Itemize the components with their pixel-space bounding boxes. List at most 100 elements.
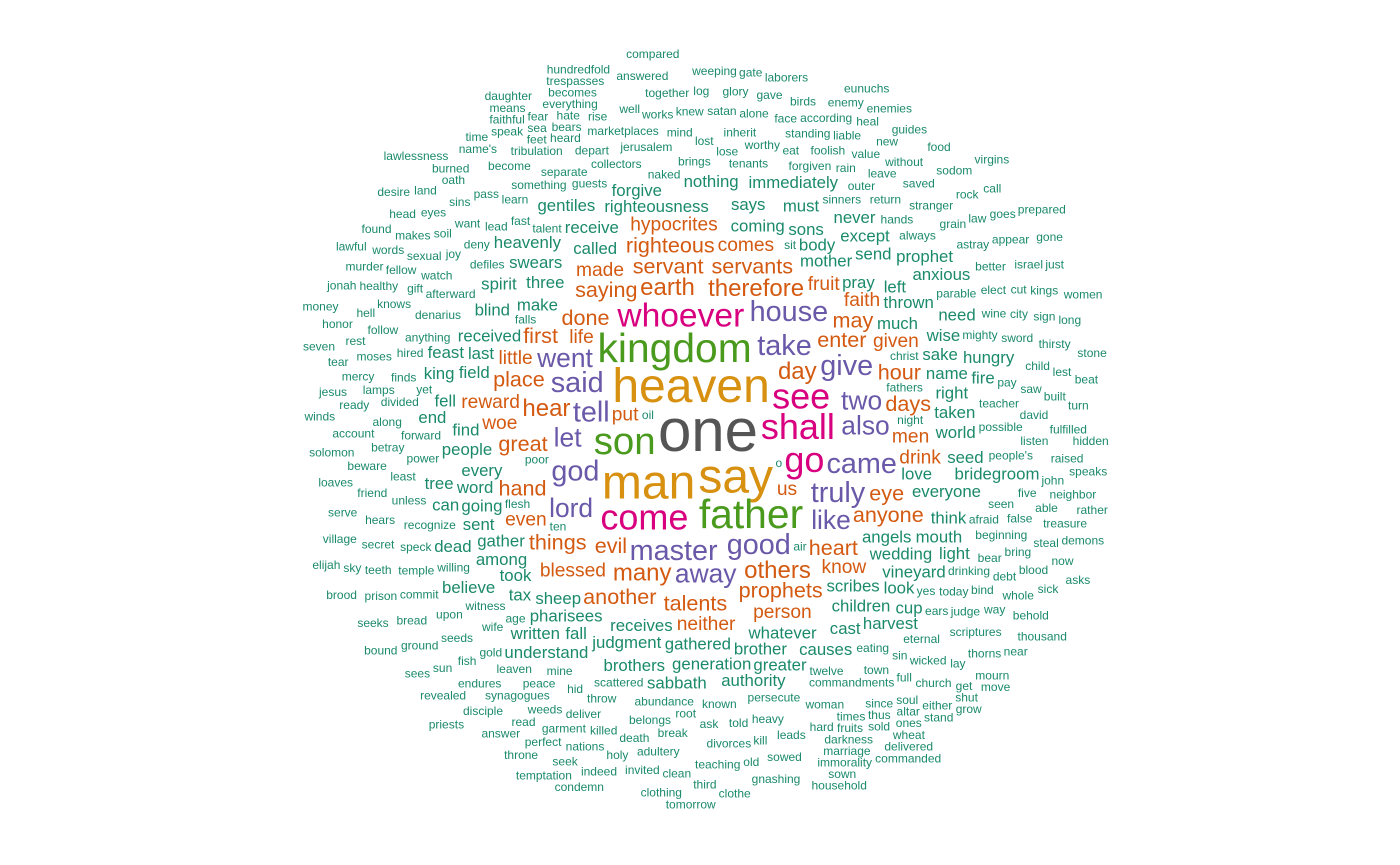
word-grow: grow [956,702,982,716]
word-never: never [834,208,876,227]
word-friend: friend [357,486,387,500]
word-tell: tell [573,397,610,429]
word-sold: sold [868,720,890,734]
word-need: need [938,305,975,324]
word-hypocrites: hypocrites [630,215,717,236]
word-coming: coming [731,217,785,236]
word-makes: makes [395,228,430,242]
word-synagogues: synagogues [485,688,550,702]
word-talents: talents [664,591,728,616]
word-eat: eat [782,143,799,157]
word-willing: willing [436,561,470,575]
word-let: let [554,423,583,453]
word-brother: brother [734,639,788,658]
word-behold: behold [1013,609,1049,623]
word-burned: burned [432,162,469,176]
word-fruit: fruit [808,274,841,295]
word-pharisees: pharisees [530,606,603,625]
word-hate: hate [557,108,581,122]
word-ask: ask [700,717,720,731]
word-bread: bread [396,613,427,627]
word-wedding: wedding [869,545,933,564]
word-understand: understand [504,643,588,662]
word-everyone: everyone [912,482,981,501]
word-church: church [915,676,951,690]
word-abundance: abundance [635,695,695,709]
word-drinking: drinking [948,564,990,578]
word-parable: parable [936,286,976,300]
word-recognize: recognize [404,518,456,532]
word-teaching: teaching [695,757,740,771]
word-servant: servant [633,253,704,278]
word-another: another [583,584,656,609]
word-trespasses: trespasses [546,74,604,88]
word-sown: sown [828,767,856,781]
word-love: love [901,464,932,483]
word-sit: sit [784,238,797,252]
word-false: false [1007,512,1033,526]
word-depart: depart [575,143,610,157]
word-wife: wife [481,620,504,634]
word-says: says [731,195,766,214]
word-right: right [935,384,968,403]
word-laborers: laborers [765,70,808,84]
word-give: give [820,350,873,382]
word-woman: woman [804,698,844,712]
word-virgins: virgins [975,153,1010,167]
word-better: better [975,260,1006,274]
word-gather: gather [477,531,525,550]
word-tomorrow: tomorrow [666,797,716,811]
word-heart: heart [809,535,858,560]
word-everything: everything [542,97,597,111]
word-others: others [744,557,811,584]
word-alone: alone [739,107,769,121]
word-divorces: divorces [707,737,752,751]
word-speak: speak [491,124,524,138]
word-dead: dead [434,537,471,556]
word-men: men [892,427,929,448]
word-saying: saying [575,277,637,302]
word-daughter: daughter [485,89,532,103]
word-said: said [551,367,604,399]
word-commanded: commanded [875,751,941,765]
word-day: day [778,358,817,385]
word-righteous: righteous [626,232,715,257]
word-gone: gone [1036,230,1063,244]
word-stranger: stranger [909,199,953,213]
word-land: land [414,183,437,197]
word-wine: wine [981,306,1007,320]
word-receives: receives [610,616,673,635]
word-revealed: revealed [420,689,466,703]
word-disciple: disciple [463,704,503,718]
word-spirit: spirit [481,274,517,293]
word-garment: garment [542,722,587,736]
word-world: world [935,423,976,442]
word-money: money [302,299,338,313]
word-lest: lest [1053,365,1072,379]
word-cup: cup [895,599,922,618]
word-ready: ready [339,398,369,412]
word-thirsty: thirsty [1039,337,1071,351]
word-fire: fire [971,369,994,388]
word-joy: joy [445,247,461,261]
word-scribes: scribes [827,576,880,595]
word-watch: watch [420,268,452,282]
word-third: third [693,778,716,792]
word-long: long [1058,313,1081,327]
word-beat: beat [1075,373,1099,387]
word-village: village [323,532,357,546]
word-marketplaces: marketplaces [587,124,658,138]
word-lamps: lamps [363,383,395,397]
word-night: night [897,413,924,427]
word-believe: believe [442,578,495,597]
word-jerusalem: jerusalem [619,140,672,154]
word-bear: bear [978,551,1002,565]
word-liable: liable [833,129,861,143]
word-least: least [390,469,416,483]
word-head: head [389,207,416,221]
word-god: god [551,456,599,488]
word-kingdom: kingdom [597,325,751,371]
word-hired: hired [397,346,424,360]
